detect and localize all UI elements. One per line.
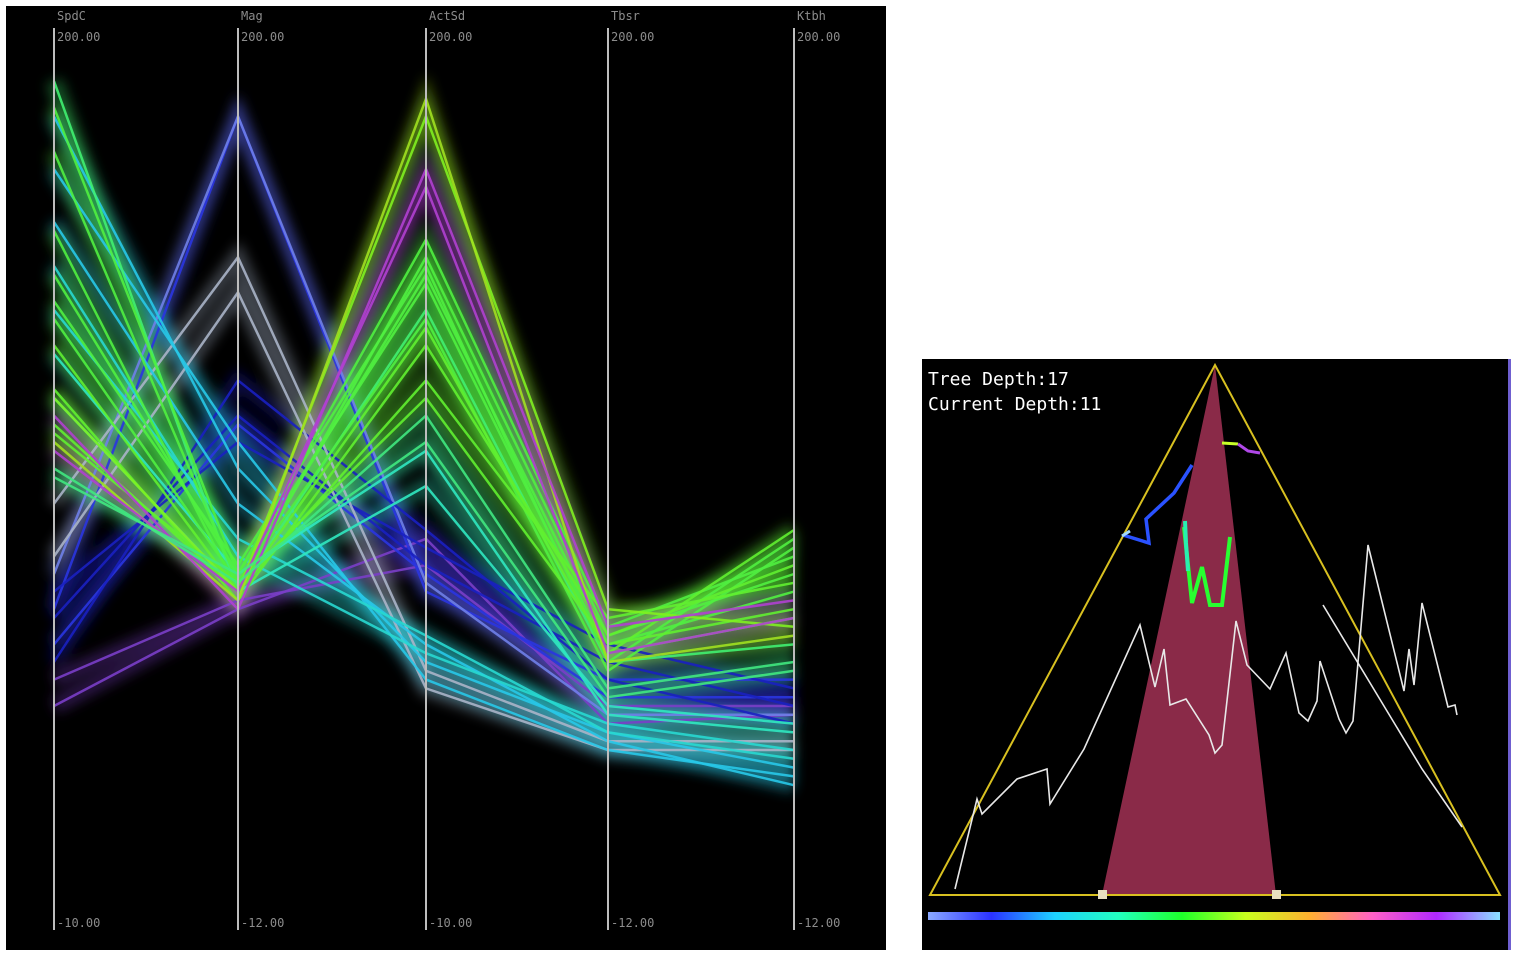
- tree-depth-label: Tree Depth:17: [928, 369, 1069, 390]
- tree-branch-blue: [1122, 464, 1194, 546]
- wedge-right-handle[interactable]: [1272, 890, 1281, 899]
- axis-max-label: 200.00: [241, 30, 284, 44]
- parallel-coordinates-plot: SpdC 200.00 -10.00 Mag 200.00 -12.00 ActSd 200.…: [46, 9, 840, 930]
- axis-max-label: 200.00: [797, 30, 840, 44]
- axis-min-label: -12.00: [797, 916, 840, 930]
- axis-max-label: 200.00: [429, 30, 472, 44]
- depth-colorbar: [928, 912, 1500, 920]
- focus-wedge: [1102, 365, 1276, 895]
- current-depth-label: Current Depth:11: [928, 394, 1102, 415]
- axis-min-label: -10.00: [57, 916, 100, 930]
- axes-layer: SpdC 200.00 -10.00 Mag 200.00 -12.00 ActSd 200.…: [53, 9, 840, 930]
- axis-min-label: -12.00: [241, 916, 284, 930]
- tree-branch-lightblue: [1121, 529, 1131, 538]
- axis-name-label: Ktbh: [797, 9, 826, 23]
- axis-name-label: SpdC: [57, 9, 86, 23]
- tree-depth-view: [928, 362, 1502, 920]
- tree-branch-cyan: [1183, 520, 1190, 572]
- tree-branch-white: [954, 544, 1458, 890]
- tree-branch-yellowgreen: [1221, 441, 1239, 446]
- axis-max-label: 200.00: [611, 30, 654, 44]
- tree-branch-green: [1182, 526, 1232, 607]
- tree-branch-purple: [1237, 442, 1261, 455]
- parallel-coordinates-panel: SpdC 200.00 -10.00 Mag 200.00 -12.00 ActSd 200.…: [6, 6, 886, 950]
- tree-depth-panel: Tree Depth:17 Current Depth:11: [922, 359, 1511, 950]
- axis-max-label: 200.00: [57, 30, 100, 44]
- axis-min-label: -10.00: [429, 916, 472, 930]
- axis-name-label: Mag: [241, 9, 263, 23]
- wedge-left-handle[interactable]: [1098, 890, 1107, 899]
- tree-branch-white-right: [1322, 604, 1463, 828]
- axis-min-label: -12.00: [611, 916, 654, 930]
- axis-name-label: ActSd: [429, 9, 465, 23]
- axis-name-label: Tbsr: [611, 9, 640, 23]
- tree-outline-triangle: [928, 362, 1502, 896]
